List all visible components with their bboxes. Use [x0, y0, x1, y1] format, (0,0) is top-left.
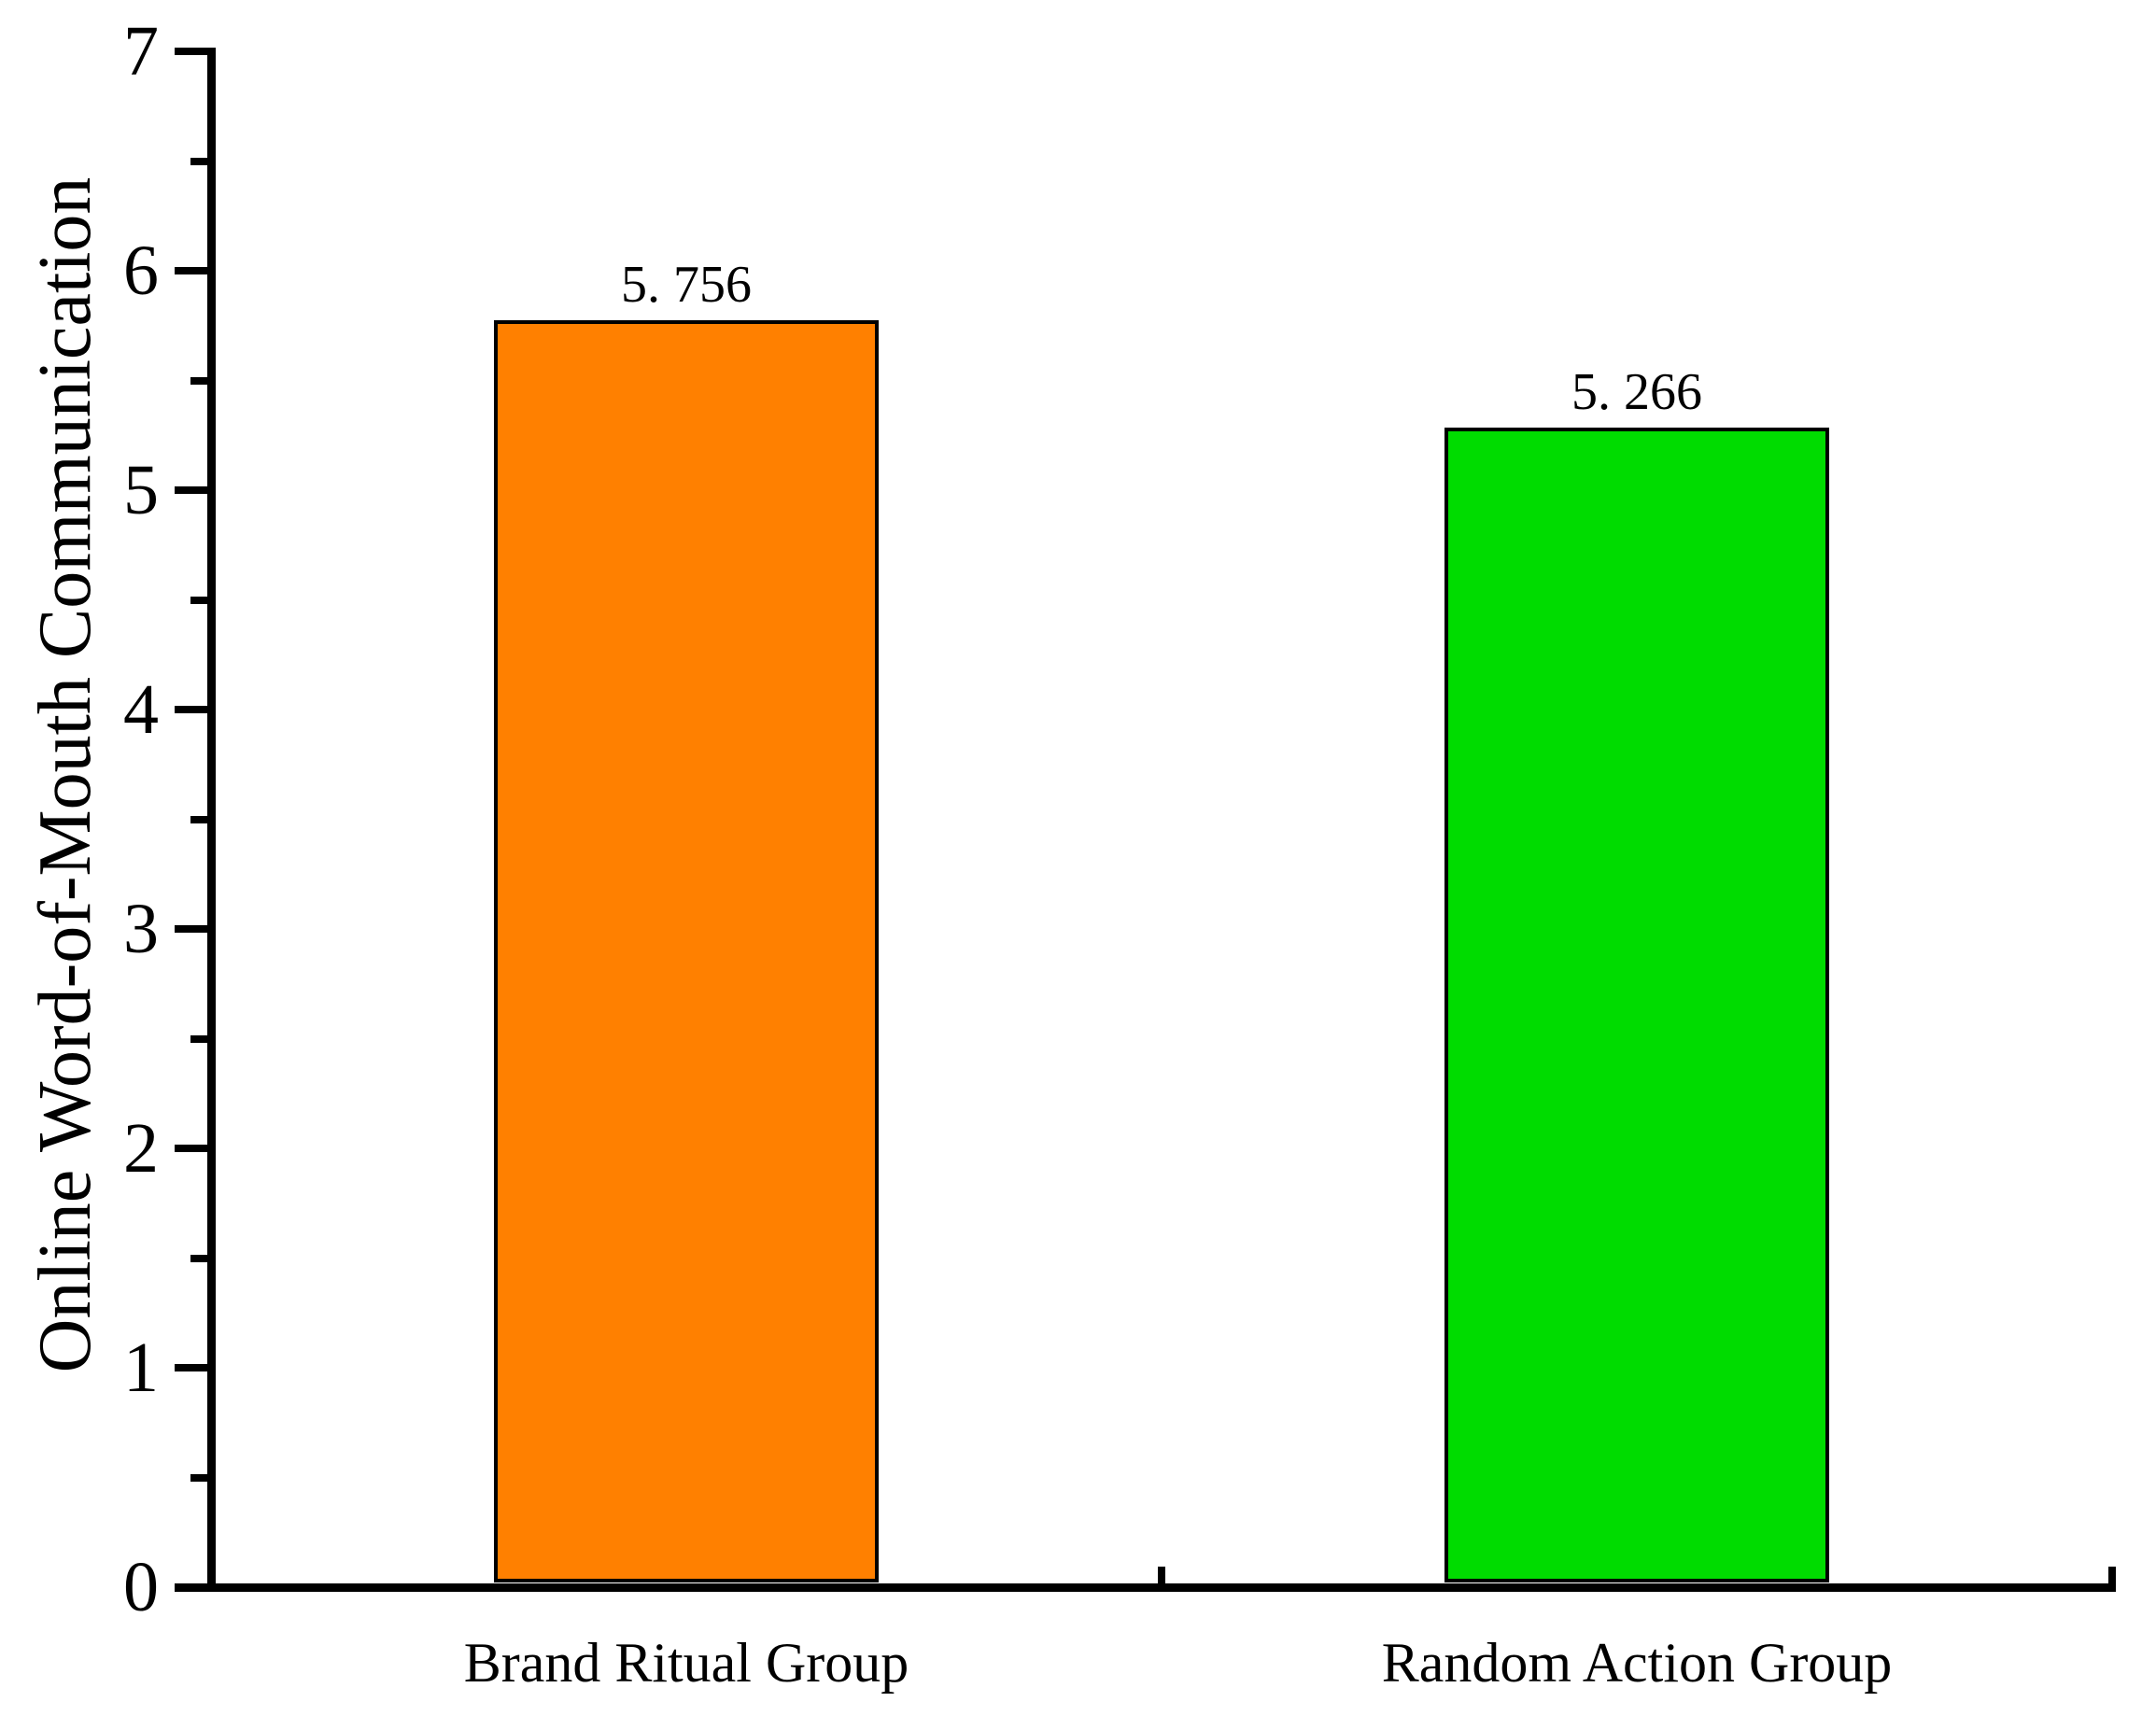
y-major-tick — [174, 925, 207, 933]
y-tick-label: 6 — [123, 232, 159, 310]
bar-brand-ritual-group — [494, 319, 879, 1583]
y-minor-tick — [190, 1034, 207, 1043]
y-major-tick — [174, 1364, 207, 1371]
y-tick-label: 4 — [123, 670, 159, 749]
y-major-tick — [174, 486, 207, 494]
bar-value-label: 5. 756 — [621, 255, 752, 314]
bar-value-label: 5. 266 — [1571, 362, 1702, 421]
y-minor-tick — [190, 1473, 207, 1482]
y-minor-tick — [190, 815, 207, 823]
y-tick-label: 2 — [123, 1109, 159, 1188]
y-minor-tick — [190, 376, 207, 385]
y-major-tick — [174, 267, 207, 274]
y-tick-label: 5 — [123, 451, 159, 529]
y-major-tick — [174, 1145, 207, 1152]
x-tick — [2108, 1566, 2116, 1583]
y-tick-label: 0 — [123, 1548, 159, 1626]
y-major-tick — [174, 1583, 207, 1591]
y-major-tick — [174, 48, 207, 55]
y-tick-label: 3 — [123, 890, 159, 968]
x-category-label: Random Action Group — [1381, 1632, 1893, 1694]
x-tick — [1158, 1566, 1165, 1583]
x-category-label: Brand Ritual Group — [463, 1632, 909, 1694]
x-axis-line — [174, 1582, 2116, 1592]
y-axis-title: Online Word-of-Mouth Communication — [24, 176, 106, 1373]
y-minor-tick — [190, 1254, 207, 1262]
y-axis-line — [206, 48, 216, 1591]
y-minor-tick — [190, 157, 207, 165]
y-major-tick — [174, 706, 207, 713]
y-tick-label: 1 — [123, 1329, 159, 1407]
y-tick-label: 7 — [123, 12, 159, 91]
bar-random-action-group — [1444, 427, 1829, 1583]
y-minor-tick — [190, 596, 207, 604]
